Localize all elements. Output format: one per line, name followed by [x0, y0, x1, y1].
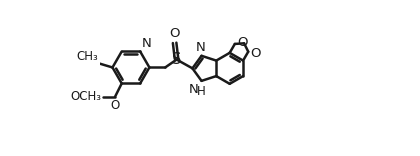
- Text: N: N: [142, 37, 152, 50]
- Text: S: S: [172, 52, 181, 67]
- Text: O: O: [250, 47, 261, 60]
- Text: H: H: [197, 85, 205, 98]
- Text: O: O: [169, 27, 180, 40]
- Text: O: O: [110, 99, 120, 112]
- Text: N: N: [196, 41, 205, 54]
- Text: N: N: [189, 83, 199, 96]
- Text: OCH₃: OCH₃: [71, 90, 102, 103]
- Text: O: O: [237, 36, 247, 49]
- Text: CH₃: CH₃: [76, 50, 98, 63]
